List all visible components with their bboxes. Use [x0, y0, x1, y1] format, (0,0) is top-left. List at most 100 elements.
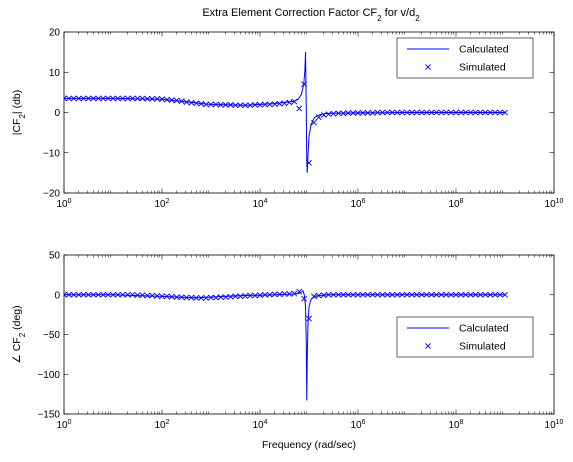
y-axis-label: |CF2| (db) — [11, 90, 27, 136]
data-point — [404, 291, 410, 298]
data-point — [374, 291, 381, 298]
x-tick-label: 102 — [154, 419, 169, 431]
data-point — [320, 292, 327, 299]
data-point — [203, 101, 210, 108]
y-tick-label: −10 — [43, 148, 60, 159]
data-point — [359, 109, 366, 116]
data-point — [384, 109, 391, 116]
data-point — [497, 291, 504, 298]
data-point — [389, 109, 396, 116]
data-point — [453, 109, 459, 116]
data-point — [208, 294, 214, 301]
data-point — [482, 109, 489, 116]
data-point — [242, 102, 249, 109]
data-point — [217, 101, 224, 108]
data-point — [100, 95, 107, 102]
data-point — [139, 95, 146, 102]
data-point — [306, 315, 312, 322]
data-point — [276, 291, 283, 298]
data-point — [64, 291, 67, 298]
data-point — [154, 95, 161, 102]
data-point — [266, 101, 273, 108]
data-point — [159, 293, 165, 300]
x-axis-label: Frequency (rad/sec) — [262, 439, 356, 451]
data-point — [247, 292, 254, 299]
data-point — [173, 97, 180, 104]
data-point — [345, 291, 352, 298]
data-point — [257, 101, 263, 108]
data-point — [80, 291, 87, 298]
data-point — [369, 109, 376, 116]
y-tick-label: 50 — [49, 251, 61, 262]
data-point — [188, 294, 195, 301]
data-point — [408, 291, 415, 298]
data-point — [95, 291, 102, 298]
data-point — [408, 109, 415, 116]
data-point — [124, 291, 131, 298]
data-point — [369, 291, 376, 298]
x-tick-label: 1010 — [545, 419, 564, 431]
data-point — [428, 291, 435, 298]
data-point — [330, 110, 337, 117]
data-point — [374, 109, 381, 116]
data-point — [70, 95, 77, 102]
data-point — [75, 95, 82, 102]
y-tick-label: 10 — [49, 68, 61, 79]
data-point — [335, 110, 342, 117]
data-point — [310, 119, 317, 126]
y-tick-label: −100 — [37, 370, 60, 381]
data-point — [110, 291, 116, 298]
data-point — [502, 109, 508, 116]
data-point — [276, 100, 283, 107]
x-tick-label: 108 — [448, 198, 463, 210]
data-point — [237, 293, 244, 300]
data-point — [438, 109, 445, 116]
data-point — [379, 291, 386, 298]
data-point — [462, 291, 469, 298]
data-point — [364, 291, 371, 298]
data-point — [453, 291, 459, 298]
series-markers-simulated — [64, 288, 508, 322]
data-point — [281, 100, 288, 107]
data-point — [428, 109, 435, 116]
data-point — [159, 96, 165, 103]
data-point — [345, 109, 352, 116]
x-tick-label: 106 — [350, 198, 365, 210]
data-point — [183, 99, 190, 105]
legend-label: Calculated — [459, 44, 509, 56]
data-point — [379, 109, 386, 116]
data-point — [296, 105, 303, 112]
data-point — [443, 109, 450, 116]
data-point — [413, 291, 420, 298]
data-point — [472, 109, 479, 116]
data-point — [413, 109, 420, 116]
data-point — [404, 109, 410, 116]
data-point — [75, 291, 82, 298]
data-point — [114, 95, 121, 102]
magnitude-axes: 100 102 104 106 108 1010 −20 −10 0 10 20 |CF2| (db)… — [11, 28, 564, 211]
data-point — [100, 291, 107, 298]
data-point — [149, 292, 156, 299]
data-point — [423, 291, 430, 298]
x-tick-label: 1010 — [545, 198, 564, 210]
data-point — [350, 109, 357, 116]
data-point — [134, 292, 141, 299]
legend: Calculated Simulated — [396, 316, 534, 358]
data-point — [66, 95, 72, 102]
data-point — [212, 294, 219, 301]
legend-label: Calculated — [459, 323, 509, 335]
data-point — [467, 291, 474, 298]
data-point — [296, 288, 303, 295]
data-point — [418, 291, 425, 298]
data-point — [301, 81, 308, 88]
data-point — [325, 111, 332, 118]
data-point — [114, 291, 121, 298]
data-point — [497, 109, 504, 116]
data-point — [492, 291, 499, 298]
legend: Calculated Simulated — [396, 37, 534, 79]
phase-axes: 100 102 104 106 108 1010 −150 −100 −50 0 50 ∠ CF2 (… — [11, 251, 564, 452]
data-point — [315, 292, 322, 299]
data-point — [257, 292, 263, 299]
x-tick-label: 106 — [350, 419, 365, 431]
